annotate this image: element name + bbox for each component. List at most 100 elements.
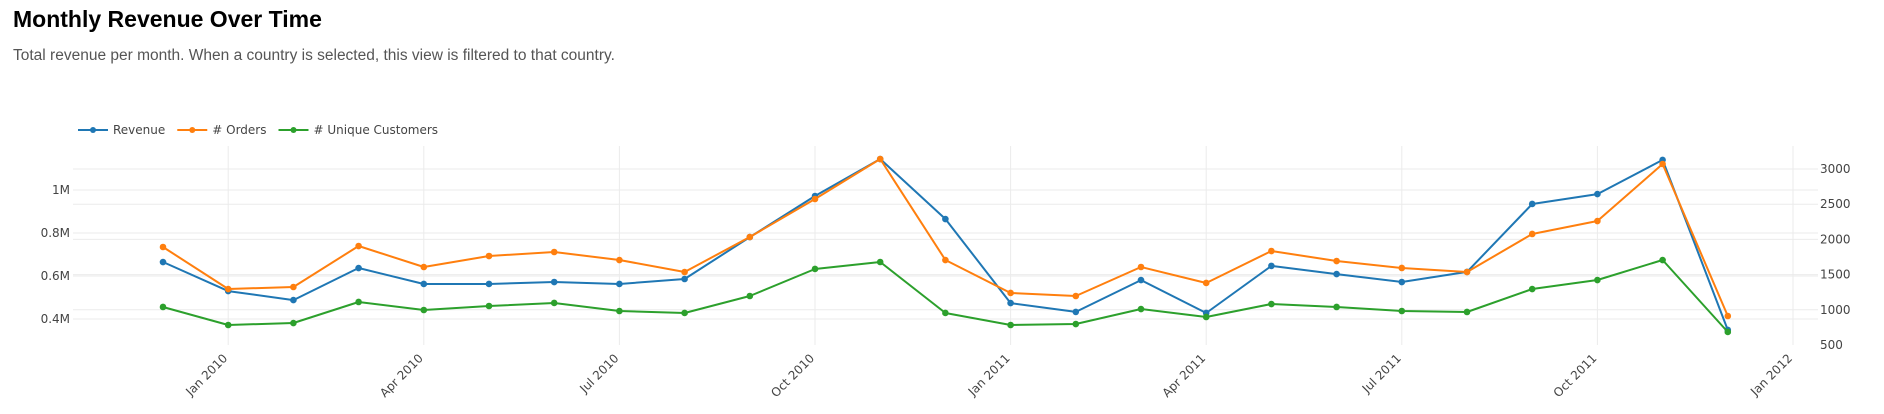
data-point[interactable] — [1398, 307, 1406, 315]
data-point[interactable] — [224, 321, 232, 329]
data-point[interactable] — [616, 280, 623, 288]
data-point[interactable] — [746, 233, 754, 241]
data-point[interactable] — [1072, 320, 1080, 328]
data-point[interactable] — [1202, 279, 1210, 287]
y-right-tick-label: 1000 — [1820, 303, 1851, 317]
data-point[interactable] — [1137, 276, 1145, 284]
data-point[interactable] — [942, 256, 949, 264]
data-point[interactable] — [1724, 328, 1732, 336]
series-line[interactable] — [162, 158, 1729, 331]
data-point[interactable] — [290, 283, 297, 291]
data-point[interactable] — [1268, 300, 1275, 308]
data-point[interactable] — [550, 248, 558, 256]
y-left-tick-label: 0.8M — [41, 226, 70, 240]
data-point[interactable] — [485, 252, 493, 260]
data-point[interactable] — [1594, 276, 1601, 284]
data-point[interactable] — [1333, 270, 1340, 278]
y-right-tick-label: 2500 — [1820, 197, 1851, 211]
y-left-tick-label: 1M — [52, 183, 70, 197]
series-lines — [159, 155, 1732, 336]
data-point[interactable] — [1463, 268, 1471, 276]
data-point[interactable] — [420, 280, 428, 288]
x-tick-label: Jan 2011 — [965, 351, 1013, 399]
y-right-tick-label: 500 — [1820, 338, 1843, 352]
data-point[interactable] — [550, 299, 558, 307]
data-point[interactable] — [1072, 308, 1080, 316]
data-point[interactable] — [1137, 263, 1145, 271]
data-point[interactable] — [1724, 312, 1732, 320]
data-point[interactable] — [681, 275, 688, 283]
data-point[interactable] — [1594, 190, 1601, 198]
data-point[interactable] — [355, 242, 362, 250]
x-tick-label: Jul 2010 — [576, 351, 621, 396]
legend-marker-icon — [189, 127, 196, 133]
legend-label: # Orders — [212, 123, 266, 137]
x-tick-label: Apr 2010 — [377, 351, 426, 400]
data-point[interactable] — [681, 268, 688, 276]
legend-item[interactable]: # Orders — [177, 123, 267, 137]
data-point[interactable] — [1007, 321, 1014, 329]
data-point[interactable] — [420, 263, 428, 271]
data-point[interactable] — [485, 280, 493, 288]
data-point[interactable] — [1268, 247, 1275, 255]
data-point[interactable] — [1268, 262, 1275, 270]
data-point[interactable] — [290, 296, 297, 304]
data-point[interactable] — [616, 307, 623, 315]
data-point[interactable] — [942, 215, 949, 223]
data-point[interactable] — [1333, 303, 1340, 311]
data-point[interactable] — [355, 298, 362, 306]
data-point[interactable] — [1528, 285, 1536, 293]
y-left-tick-label: 0.6M — [41, 269, 70, 283]
data-point[interactable] — [876, 258, 884, 266]
series-line[interactable] — [162, 158, 1729, 317]
legend-item[interactable]: Revenue — [78, 123, 165, 137]
data-point[interactable] — [290, 319, 297, 327]
data-point[interactable] — [485, 302, 493, 310]
data-point[interactable] — [1463, 308, 1471, 316]
data-point[interactable] — [420, 306, 428, 314]
x-tick-label: Jul 2011 — [1359, 351, 1404, 396]
x-tick-label: Apr 2011 — [1159, 351, 1208, 400]
data-point[interactable] — [550, 278, 558, 286]
data-point[interactable] — [616, 256, 623, 264]
data-point[interactable] — [159, 243, 167, 251]
data-point[interactable] — [811, 265, 819, 273]
legend-item[interactable]: # Unique Customers — [278, 123, 439, 137]
data-point[interactable] — [1007, 299, 1014, 307]
data-point[interactable] — [1594, 217, 1601, 225]
x-tick-label: Oct 2011 — [1551, 351, 1600, 400]
data-point[interactable] — [811, 195, 819, 203]
series-line[interactable] — [162, 259, 1729, 333]
data-point[interactable] — [876, 155, 884, 163]
data-point[interactable] — [1659, 160, 1666, 168]
data-point[interactable] — [681, 309, 688, 317]
legend-label: # Unique Customers — [314, 123, 439, 137]
x-tick-label: Oct 2010 — [768, 351, 817, 400]
page-title: Monthly Revenue Over Time — [13, 6, 322, 32]
data-point[interactable] — [224, 285, 232, 293]
data-point[interactable] — [1398, 278, 1406, 286]
data-point[interactable] — [1528, 200, 1536, 208]
data-point[interactable] — [746, 292, 754, 300]
page-subtitle: Total revenue per month. When a country … — [13, 47, 615, 64]
data-point[interactable] — [1137, 305, 1145, 313]
data-point[interactable] — [1007, 289, 1014, 297]
data-point[interactable] — [942, 309, 949, 317]
data-point[interactable] — [159, 258, 167, 266]
data-point[interactable] — [1528, 230, 1536, 238]
data-point[interactable] — [1398, 264, 1406, 272]
legend: Revenue # Orders # Unique Customers — [78, 123, 438, 137]
legend-marker-icon — [290, 127, 297, 133]
data-point[interactable] — [1333, 257, 1340, 265]
legend-marker-icon — [90, 127, 96, 133]
data-point[interactable] — [1659, 256, 1666, 264]
data-point[interactable] — [1072, 292, 1080, 300]
y-right-tick-label: 2000 — [1820, 232, 1851, 246]
data-point[interactable] — [355, 264, 362, 272]
y-right-tick-label: 1500 — [1820, 268, 1851, 282]
x-tick-label: Jan 2012 — [1747, 351, 1795, 399]
data-point[interactable] — [1202, 313, 1210, 321]
x-tick-label: Jan 2010 — [182, 351, 230, 399]
data-point[interactable] — [159, 303, 167, 311]
